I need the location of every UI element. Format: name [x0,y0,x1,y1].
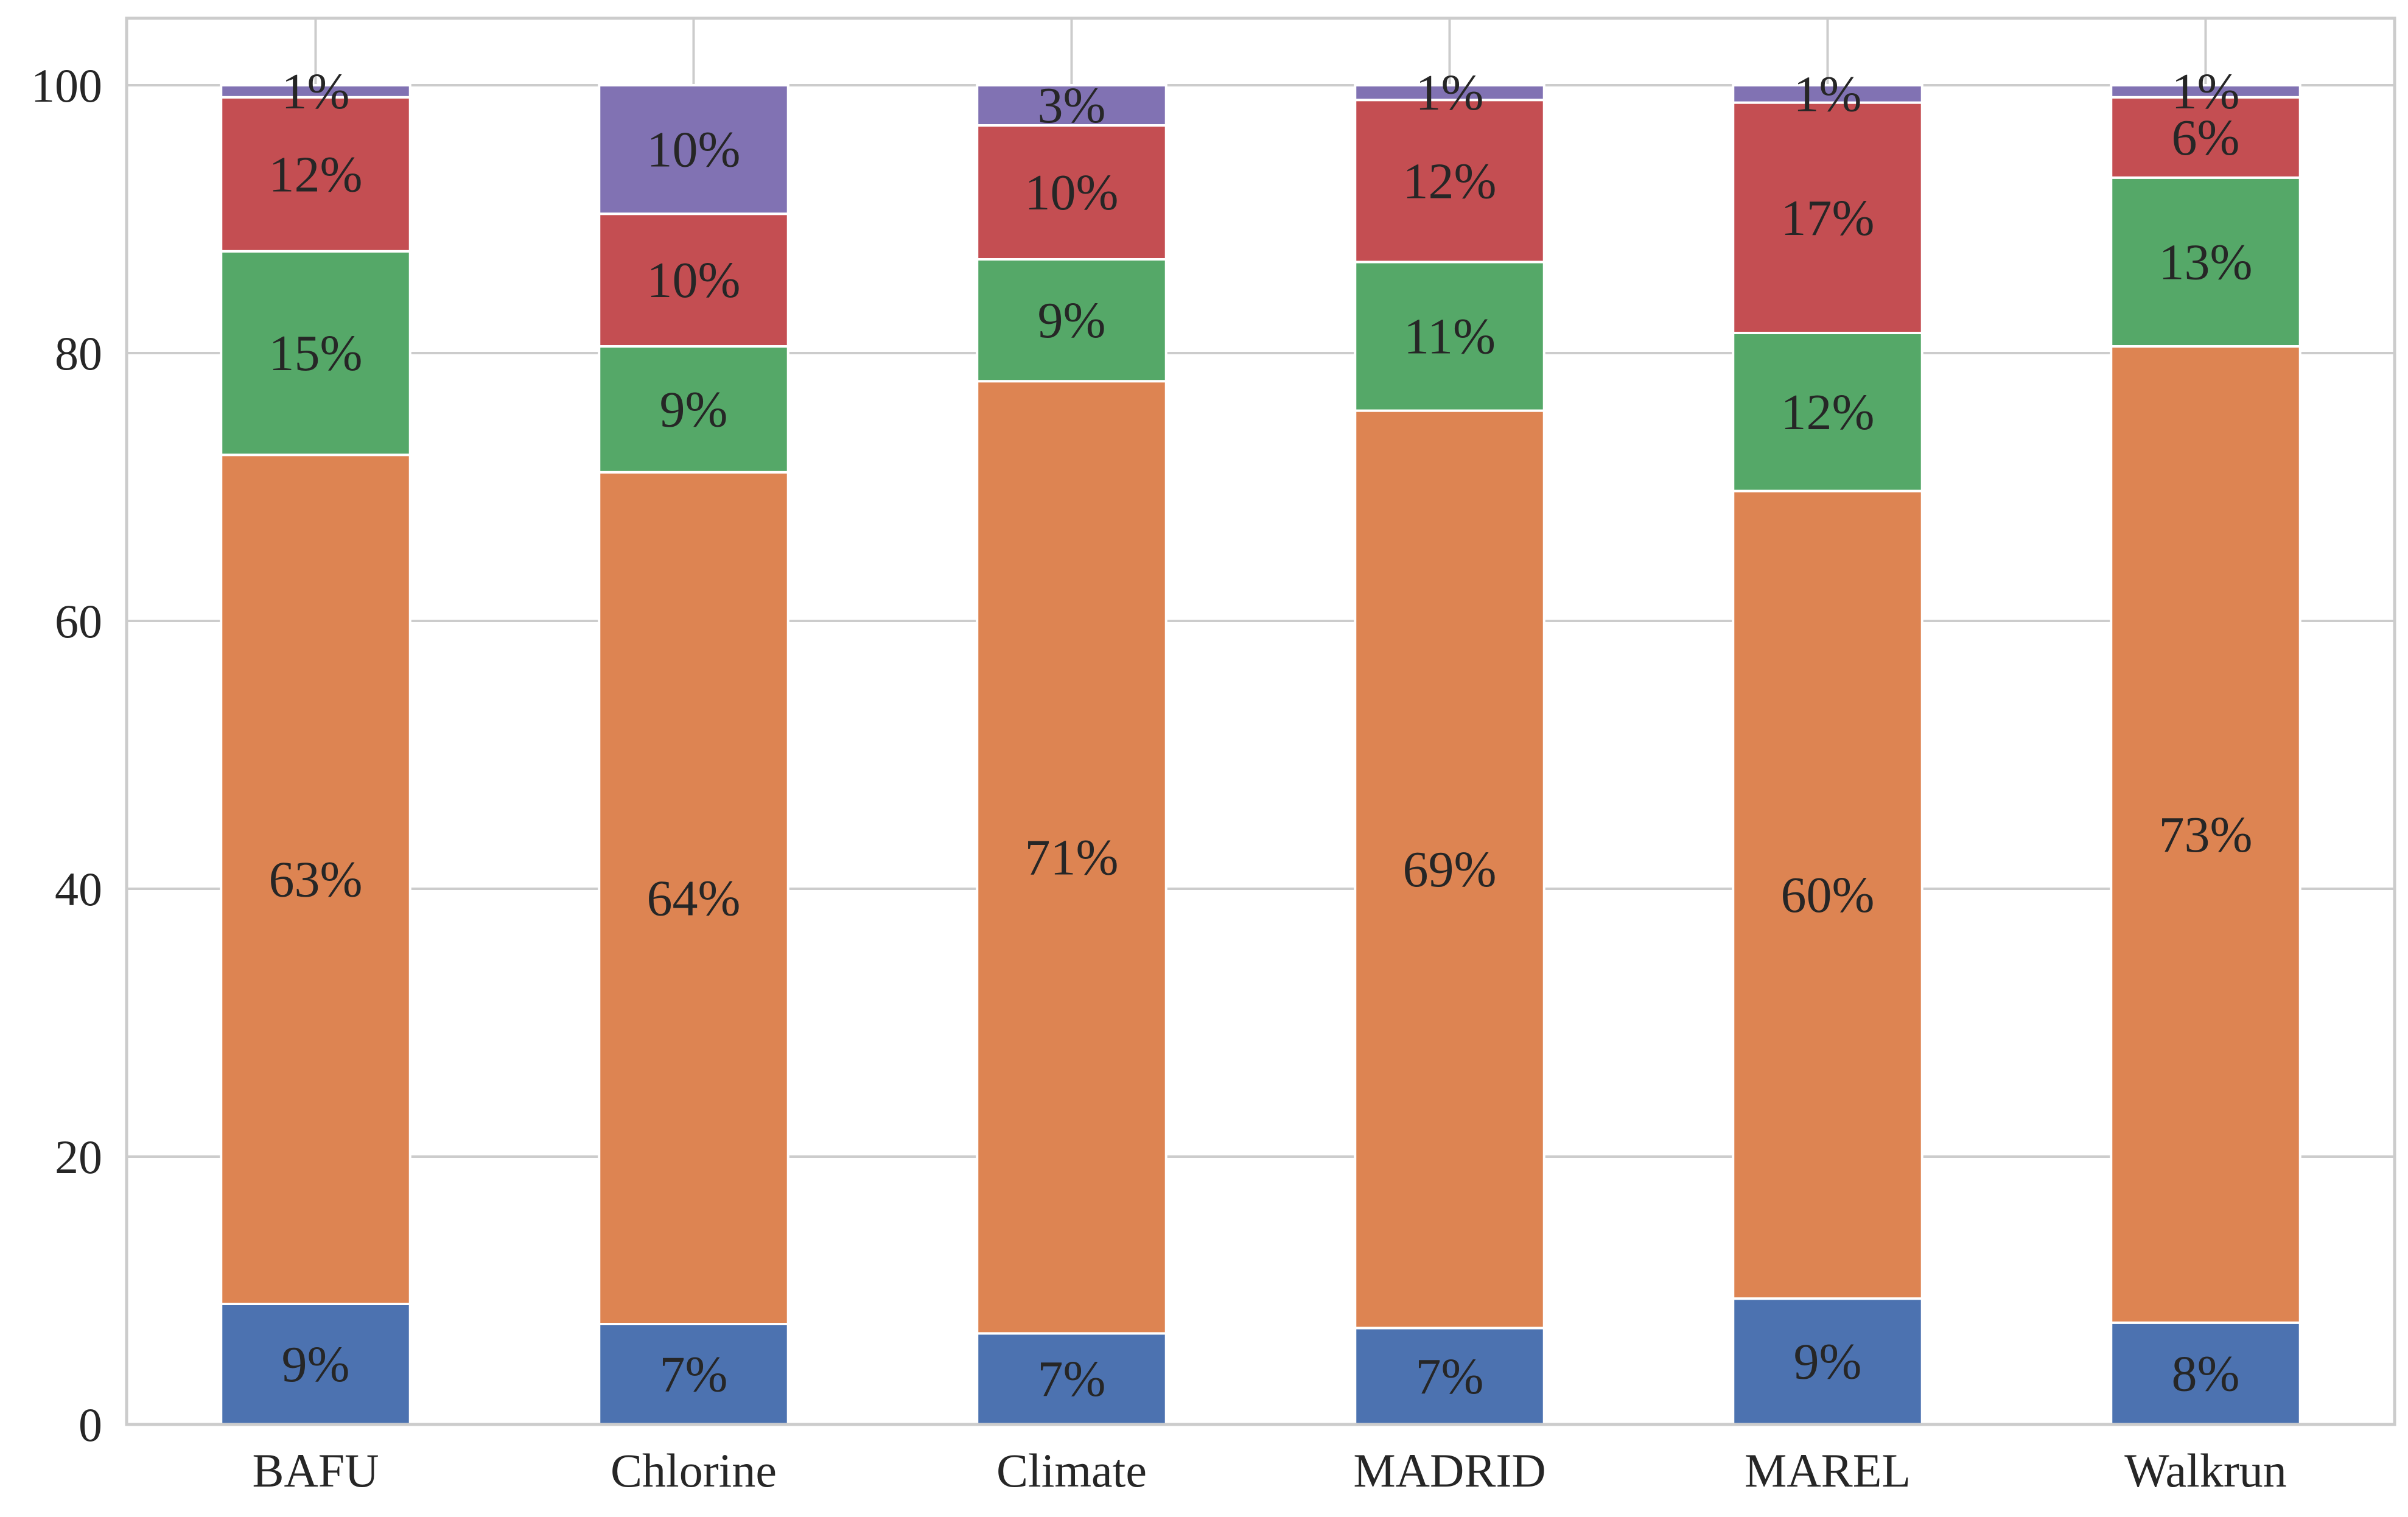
data-label-madrid-segment-4: 12% [1403,153,1497,209]
data-label-climate-segment-5: 3% [1038,77,1106,134]
bar-marel-segment-2 [1732,489,1923,1300]
data-label-madrid-segment-5: 1% [1416,65,1484,121]
data-label-climate-segment-4: 10% [1025,164,1119,221]
y-tick-label-0: 0 [79,1398,102,1451]
bar-madrid-segment-4 [1354,99,1545,264]
data-label-chlorine-segment-1: 7% [660,1347,728,1403]
bar-marel-segment-5 [1732,84,1923,104]
x-tick-label-chlorine: Chlorine [611,1444,777,1497]
bar-chlorine-segment-2 [598,471,789,1325]
data-label-bafu-segment-4: 12% [269,146,363,203]
bar-madrid-segment-5 [1354,84,1545,102]
data-label-bafu-segment-1: 9% [282,1336,350,1393]
y-tick-label-2: 40 [55,863,102,916]
data-label-bafu-segment-3: 15% [269,325,363,382]
data-label-chlorine-segment-3: 9% [660,381,728,438]
y-tick-label-4: 80 [55,327,102,380]
bar-madrid-segment-1 [1354,1326,1545,1426]
data-label-walkrun-segment-1: 8% [2172,1345,2240,1402]
x-tick-label-bafu: BAFU [252,1444,379,1497]
bar-walkrun-segment-2 [2110,345,2301,1324]
bar-bafu-segment-1 [220,1303,411,1426]
data-label-chlorine-segment-2: 64% [647,870,741,927]
bar-climate-segment-2 [976,380,1167,1335]
data-label-bafu-segment-2: 63% [269,852,363,908]
data-label-climate-segment-3: 9% [1038,292,1106,349]
data-label-walkrun-segment-4: 6% [2172,110,2240,166]
bar-marel-segment-4 [1732,101,1923,334]
x-tick-label-walkrun: Walkrun [2124,1444,2287,1497]
data-label-madrid-segment-2: 69% [1403,841,1497,898]
bar-marel-segment-1 [1732,1297,1923,1426]
bar-climate-segment-3 [976,258,1167,383]
data-label-marel-segment-5: 1% [1794,66,1862,122]
gridlines [127,18,2395,1426]
y-axis-ticks: 0 20 40 60 80 100 [31,59,102,1451]
bar-walkrun-segment-5 [2110,84,2301,99]
data-label-madrid-segment-3: 11% [1404,309,1496,365]
bar-chlorine-segment-4 [598,212,789,348]
axes-frame [125,16,2396,1426]
data-label-marel-segment-1: 9% [1794,1334,1862,1390]
bars [220,84,2301,1426]
bar-madrid-segment-2 [1354,409,1545,1330]
data-label-climate-segment-1: 7% [1038,1351,1106,1407]
bar-chlorine-segment-5 [598,84,789,215]
bar-walkrun-segment-4 [2110,96,2301,179]
data-label-walkrun-segment-5: 1% [2172,63,2240,120]
data-label-madrid-segment-1: 7% [1416,1348,1484,1405]
bar-bafu-segment-5 [220,84,411,99]
data-label-walkrun-segment-3: 13% [2159,234,2253,290]
data-label-chlorine-segment-5: 10% [647,122,741,178]
data-label-marel-segment-3: 12% [1781,384,1875,441]
data-label-climate-segment-2: 71% [1025,829,1119,886]
x-tick-label-marel: MAREL [1745,1444,1911,1497]
y-tick-label-5: 100 [31,59,102,112]
x-tick-label-climate: Climate [996,1444,1147,1497]
y-tick-label-1: 20 [55,1130,102,1183]
bar-marel-segment-3 [1732,332,1923,492]
bar-climate-segment-5 [976,84,1167,127]
data-labels: 9% 63% 15% 12% 1% 7% 64% 9% 10% 10% 7% 71% 9% 10% 3% 7%… [269,63,2253,1407]
bar-bafu-segment-2 [220,454,411,1306]
data-label-bafu-segment-5: 1% [282,63,350,120]
data-label-marel-segment-2: 60% [1781,867,1875,923]
bar-climate-segment-4 [976,124,1167,261]
data-label-chlorine-segment-4: 10% [647,252,741,309]
data-label-walkrun-segment-2: 73% [2159,807,2253,863]
bar-madrid-segment-3 [1354,261,1545,412]
x-axis-ticks: BAFU Chlorine Climate MADRID MAREL Walkrun [252,1444,2286,1497]
data-label-marel-segment-4: 17% [1781,190,1875,247]
bar-climate-segment-1 [976,1332,1167,1426]
y-tick-label-3: 60 [55,595,102,648]
x-tick-label-madrid: MADRID [1353,1444,1545,1497]
